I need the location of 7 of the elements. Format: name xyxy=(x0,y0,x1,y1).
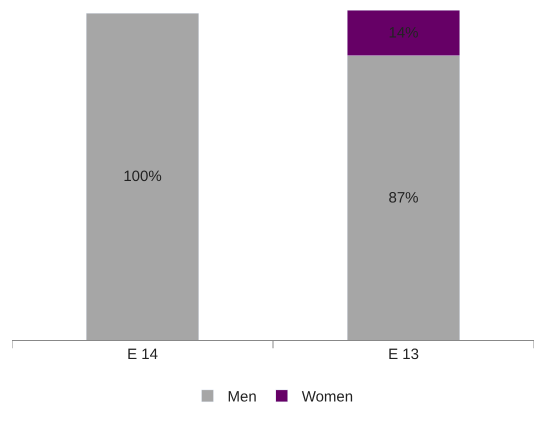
x-tick-label: E 13 xyxy=(388,346,419,363)
legend-label: Women xyxy=(302,388,354,406)
data-label: 100% xyxy=(123,168,162,186)
data-label: 14% xyxy=(388,24,419,42)
x-tick-label: E 14 xyxy=(127,346,158,363)
data-label: 87% xyxy=(388,189,419,206)
legend-label: Men xyxy=(228,388,257,406)
